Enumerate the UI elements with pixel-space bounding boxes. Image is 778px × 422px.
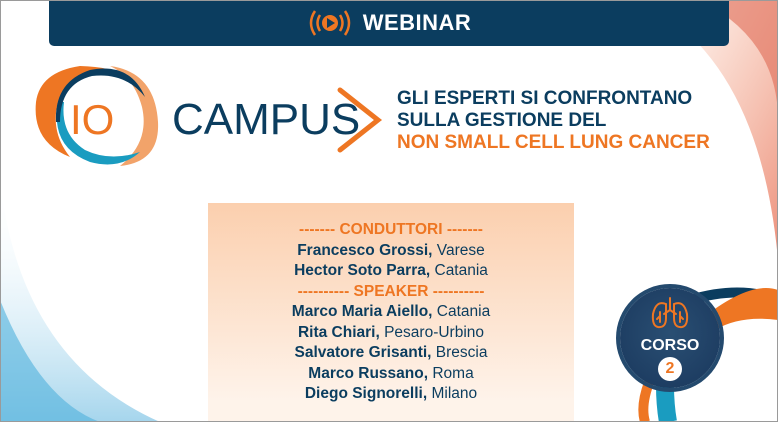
- person-city: Catania: [430, 262, 488, 279]
- headline: GLI ESPERTI SI CONFRONTANO SULLA GESTION…: [397, 88, 710, 154]
- person-row: Francesco Grossi, Varese: [208, 241, 574, 262]
- headline-line-1: GLI ESPERTI SI CONFRONTANO: [397, 88, 693, 109]
- person-name: Francesco Grossi,: [297, 241, 433, 259]
- person-row: Salvatore Grisanti, Brescia: [208, 343, 574, 364]
- person-row: Marco Maria Aiello, Catania: [208, 302, 574, 323]
- corso-label: CORSO: [640, 337, 700, 354]
- person-name: Hector Soto Parra,: [294, 262, 431, 279]
- person-name: Rita Chiari,: [297, 323, 380, 341]
- person-name: Marco Russano,: [308, 364, 429, 382]
- corso-badge: CORSO 2: [620, 288, 720, 388]
- logo-text: CAMPUS: [172, 95, 360, 144]
- headline-line-2: SULLA GESTIONE DEL: [397, 110, 607, 131]
- person-city: Brescia: [431, 344, 488, 361]
- person-row: Marco Russano, Roma: [208, 364, 574, 385]
- play-broadcast-icon: [309, 10, 350, 36]
- person-row: Diego Signorelli, Milano: [208, 384, 574, 405]
- person-city: Catania: [432, 303, 491, 320]
- person-city: Roma: [428, 364, 474, 382]
- speakers-panel: ------- CONDUTTORI ------- Francesco Gro…: [208, 203, 574, 422]
- webinar-banner: WEBINAR: [49, 0, 729, 46]
- svg-text:IO: IO: [70, 96, 114, 143]
- io-campus-logo: IO CAMPUS: [35, 66, 383, 166]
- speaker-heading: ---------- SPEAKER ----------: [297, 282, 485, 300]
- corso-number: 2: [658, 357, 682, 381]
- person-city: Pesaro-Urbino: [379, 323, 485, 341]
- person-name: Salvatore Grisanti,: [294, 344, 432, 361]
- person-name: Marco Maria Aiello,: [291, 303, 433, 320]
- person-row: Rita Chiari, Pesaro-Urbino: [208, 323, 574, 344]
- headline-line-3: NON SMALL CELL LUNG CANCER: [397, 132, 710, 153]
- lungs-icon: [651, 297, 689, 329]
- conduttori-heading: ------- CONDUTTORI -------: [299, 221, 483, 238]
- person-city: Varese: [432, 241, 485, 259]
- person-name: Diego Signorelli,: [304, 385, 428, 402]
- person-row: Hector Soto Parra, Catania: [208, 261, 574, 282]
- banner-title: WEBINAR: [362, 10, 472, 35]
- person-city: Milano: [427, 385, 478, 402]
